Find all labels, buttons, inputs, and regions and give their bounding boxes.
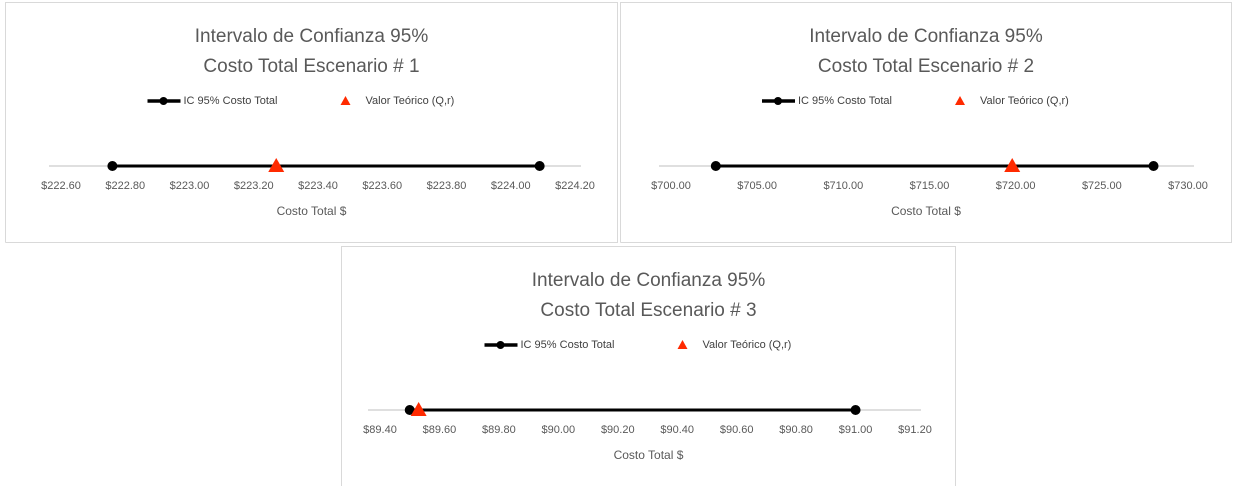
x-tick-label: $725.00: [1082, 180, 1122, 192]
x-tick-label: $223.20: [234, 180, 274, 192]
chart-title: Intervalo de Confianza 95%: [195, 26, 429, 47]
x-tick-label: $89.60: [423, 424, 457, 436]
x-tick-label: $223.80: [427, 180, 467, 192]
x-tick-label: $223.60: [362, 180, 402, 192]
x-tick-label: $91.00: [839, 424, 873, 436]
x-axis-label: Costo Total $: [614, 448, 684, 462]
x-tick-label: $89.80: [482, 424, 516, 436]
theoretical-value: [410, 402, 427, 416]
legend-label: Valor Teórico (Q,r): [980, 95, 1069, 107]
chart-subtitle: Costo Total Escenario # 3: [540, 300, 756, 321]
x-tick-label: $730.00: [1168, 180, 1208, 192]
x-tick-label: $700.00: [651, 180, 691, 192]
theoretical-value: [268, 158, 285, 172]
x-tick-label: $705.00: [737, 180, 777, 192]
legend-label: IC 95% Costo Total: [521, 339, 615, 351]
x-tick-label: $715.00: [910, 180, 950, 192]
x-axis-label: Costo Total $: [891, 204, 961, 218]
interval-end: [534, 161, 545, 171]
panel-border: [620, 2, 1232, 243]
x-tick-label: $90.40: [660, 424, 694, 436]
x-tick-label: $224.00: [491, 180, 531, 192]
chart: Intervalo de Confianza 95% Costo Total Es…: [620, 2, 1232, 243]
x-tick-label: $222.60: [41, 180, 81, 192]
panel-border: [341, 246, 956, 486]
x-tick-label: $223.40: [298, 180, 338, 192]
x-tick-label: $720.00: [996, 180, 1036, 192]
legend-marker: [774, 97, 782, 105]
x-tick-label: $90.60: [720, 424, 754, 436]
x-tick-label: $90.00: [542, 424, 576, 436]
x-tick-label: $710.00: [823, 180, 863, 192]
x-tick-label: $89.40: [363, 424, 397, 436]
chart-title: Intervalo de Confianza 95%: [809, 26, 1043, 47]
legend-marker: [955, 96, 965, 105]
chart-subtitle: Costo Total Escenario # 1: [203, 56, 419, 77]
legend-label: IC 95% Costo Total: [798, 95, 892, 107]
legend-label: Valor Teórico (Q,r): [366, 95, 455, 107]
chart: Intervalo de Confianza 95% Costo Total Es…: [341, 246, 956, 486]
x-tick-label: $224.20: [555, 180, 595, 192]
legend-label: IC 95% Costo Total: [184, 95, 278, 107]
x-tick-label: $91.20: [898, 424, 932, 436]
interval-end: [850, 405, 861, 415]
legend-marker: [677, 340, 688, 349]
x-tick-label: $223.00: [170, 180, 210, 192]
theoretical-value: [1004, 158, 1021, 172]
legend-marker: [340, 96, 351, 105]
legend-marker: [159, 97, 168, 105]
x-tick-label: $222.80: [105, 180, 145, 192]
x-tick-label: $90.80: [779, 424, 813, 436]
legend-label: Valor Teórico (Q,r): [703, 339, 792, 351]
legend-marker: [496, 341, 505, 349]
chart-subtitle: Costo Total Escenario # 2: [818, 56, 1034, 77]
chart: Intervalo de Confianza 95% Costo Total Es…: [5, 2, 618, 243]
chart-title: Intervalo de Confianza 95%: [532, 270, 766, 291]
panel-border: [5, 2, 618, 243]
interval-end: [1148, 161, 1159, 171]
x-axis-label: Costo Total $: [277, 204, 347, 218]
interval-end: [710, 161, 721, 171]
x-tick-label: $90.20: [601, 424, 635, 436]
interval-end: [107, 161, 118, 171]
